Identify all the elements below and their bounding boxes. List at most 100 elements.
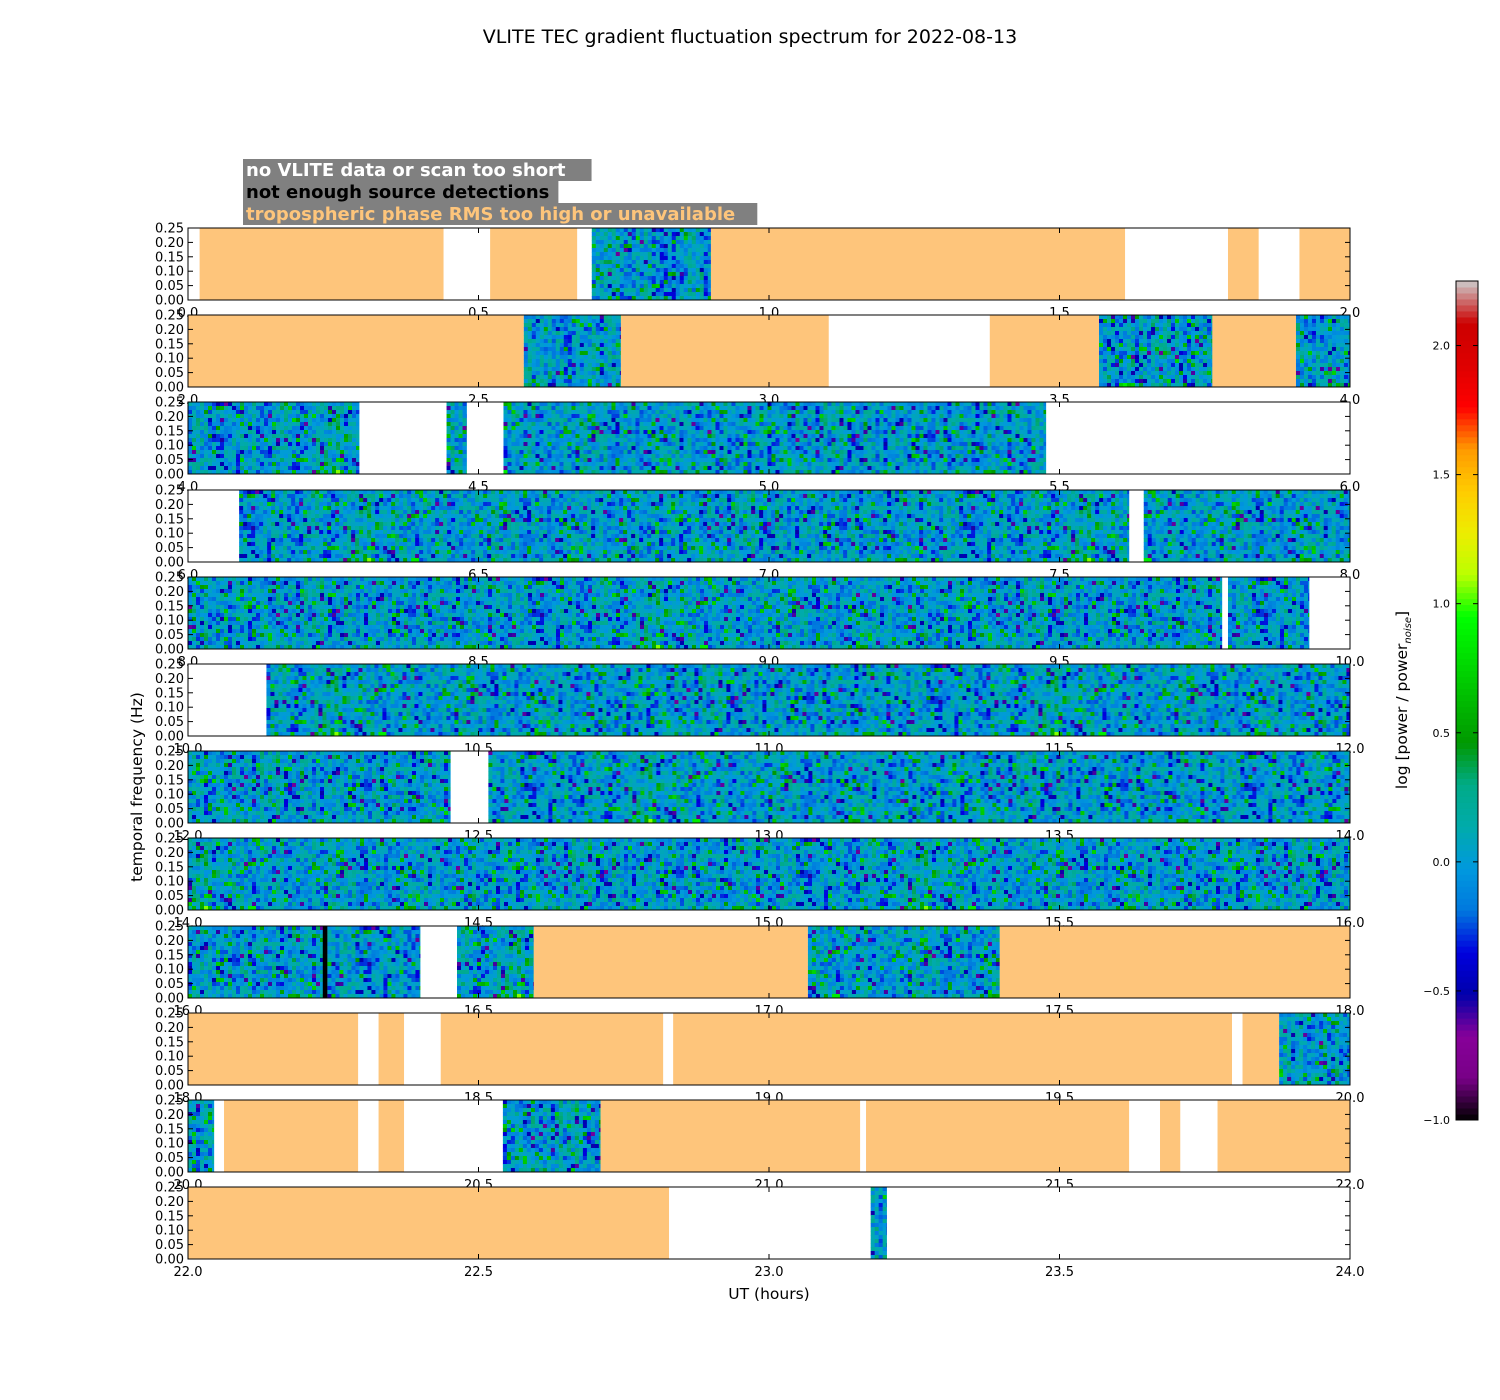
spectrogram-cell bbox=[224, 450, 229, 455]
spectrogram-cell bbox=[779, 422, 784, 427]
spectrogram-cell bbox=[1339, 359, 1345, 364]
spectrogram-cell bbox=[519, 458, 524, 463]
spectrogram-cell bbox=[1171, 327, 1176, 332]
spectrogram-cell bbox=[619, 450, 624, 455]
spectrogram-cell bbox=[611, 296, 617, 301]
spectrogram-cell bbox=[759, 462, 764, 467]
spectrogram-cell bbox=[767, 450, 772, 455]
spectrogram-cell bbox=[799, 418, 804, 423]
spectrogram-cell bbox=[855, 418, 860, 423]
spectrogram-cell bbox=[795, 426, 800, 431]
spectrogram-cell bbox=[691, 426, 696, 431]
spectrogram-cell bbox=[1187, 327, 1192, 332]
spectrogram-cell bbox=[276, 470, 281, 475]
spectrogram-cell bbox=[763, 470, 768, 475]
spectrogram-cell bbox=[859, 430, 864, 435]
spectrogram-cell bbox=[911, 470, 916, 475]
spectrogram-cell bbox=[627, 280, 633, 285]
spectrogram-cell bbox=[763, 450, 768, 455]
spectrogram-cell bbox=[208, 426, 213, 431]
spectrogram-cell bbox=[575, 339, 581, 344]
spectrogram-cell bbox=[695, 446, 700, 451]
spectrogram-cell bbox=[791, 454, 796, 459]
spectrogram-cell bbox=[635, 256, 641, 261]
spectrogram-cell bbox=[943, 410, 948, 415]
spectrogram-cell bbox=[647, 442, 652, 447]
spectrogram-cell bbox=[679, 426, 684, 431]
spectrogram-cell bbox=[699, 272, 705, 277]
spectrogram-cell bbox=[1203, 371, 1208, 376]
spectrogram-cell bbox=[703, 430, 708, 435]
spectrogram-cell bbox=[947, 434, 952, 439]
spectrogram-cell bbox=[563, 450, 568, 455]
spectrogram-cell bbox=[659, 414, 664, 419]
spectrogram-cell bbox=[1323, 339, 1329, 344]
spectrogram-cell bbox=[567, 327, 573, 332]
spectrogram-cell bbox=[446, 462, 451, 467]
spectrogram-cell bbox=[859, 402, 864, 407]
spectrogram-cell bbox=[895, 446, 900, 451]
spectrogram-cell bbox=[823, 422, 828, 427]
spectrogram-cell bbox=[659, 252, 665, 257]
spectrogram-cell bbox=[1183, 335, 1188, 340]
spectrogram-cell bbox=[631, 410, 636, 415]
spectrogram-cell bbox=[348, 406, 353, 411]
spectrogram-cell bbox=[731, 434, 736, 439]
spectrogram-cell bbox=[615, 351, 621, 356]
spectrogram-cell bbox=[951, 446, 956, 451]
spectrogram-cell bbox=[1319, 359, 1325, 364]
spectrogram-cell bbox=[887, 406, 892, 411]
spectrogram-cell bbox=[188, 438, 193, 443]
spectrogram-cell bbox=[563, 470, 568, 475]
spectrogram-cell bbox=[955, 426, 960, 431]
spectrogram-cell bbox=[627, 288, 633, 293]
spectrogram-cell bbox=[639, 240, 645, 245]
spectrogram-cell bbox=[679, 288, 685, 293]
spectrogram-cell bbox=[312, 442, 317, 447]
spectrogram-cell bbox=[743, 410, 748, 415]
spectrogram-cell bbox=[759, 470, 764, 475]
spectrogram-cell bbox=[819, 458, 824, 463]
spectrogram-cell bbox=[519, 466, 524, 471]
spectrogram-cell bbox=[523, 343, 529, 348]
spectrogram-cell bbox=[635, 466, 640, 471]
spectrogram-cell bbox=[675, 426, 680, 431]
spectrogram-cell bbox=[727, 414, 732, 419]
spectrogram-cell bbox=[220, 434, 225, 439]
spectrogram-cell bbox=[1199, 315, 1204, 320]
spectrogram-cell bbox=[595, 236, 601, 241]
spectrogram-cell bbox=[899, 422, 904, 427]
spectrogram-cell bbox=[943, 418, 948, 423]
spectrogram-cell bbox=[903, 446, 908, 451]
spectrogram-cell bbox=[272, 418, 277, 423]
spectrogram-cell bbox=[1103, 363, 1108, 368]
spectrogram-cell bbox=[619, 327, 622, 332]
spectrogram-cell bbox=[511, 410, 516, 415]
spectrogram-cell bbox=[683, 466, 688, 471]
spectrogram-cell bbox=[587, 410, 592, 415]
spectrogram-cell bbox=[559, 434, 564, 439]
spectrogram-cell bbox=[308, 442, 313, 447]
spectrogram-cell bbox=[1179, 351, 1184, 356]
spectrogram-cell bbox=[559, 359, 565, 364]
spectrogram-cell bbox=[208, 462, 213, 467]
spectrogram-cell bbox=[300, 434, 305, 439]
spectrogram-cell bbox=[715, 438, 720, 443]
spectrogram-cell bbox=[895, 450, 900, 455]
spectrogram-cell bbox=[975, 430, 980, 435]
spectrogram-cell bbox=[635, 430, 640, 435]
spectrogram-cell bbox=[543, 470, 548, 475]
spectrogram-cell bbox=[1203, 339, 1208, 344]
spectrogram-cell bbox=[547, 434, 552, 439]
spectrogram-cell bbox=[1327, 339, 1333, 344]
spectrogram-cell bbox=[212, 454, 217, 459]
spectrogram-cell bbox=[779, 446, 784, 451]
spectrogram-cell bbox=[723, 450, 728, 455]
spectrogram-cell bbox=[575, 450, 580, 455]
spectrogram-cell bbox=[1115, 335, 1120, 340]
spectrogram-cell bbox=[328, 462, 333, 467]
spectrogram-cell bbox=[671, 410, 676, 415]
spectrogram-cell bbox=[783, 450, 788, 455]
spectrogram-cell bbox=[1115, 355, 1120, 360]
spectrogram-cell bbox=[787, 414, 792, 419]
